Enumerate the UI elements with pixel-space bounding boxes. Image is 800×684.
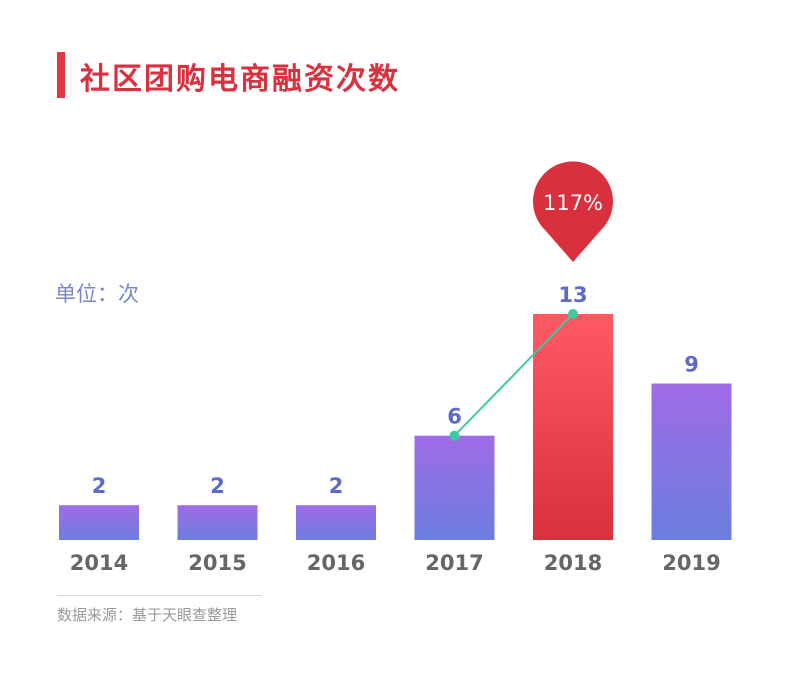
x-tick-label-2019: 2019: [662, 551, 720, 575]
title-accent-bar: [57, 52, 65, 98]
bar-2018: [533, 314, 613, 540]
value-label-2019: 9: [684, 353, 699, 377]
source-divider: [57, 595, 262, 596]
bar-2019: [651, 383, 732, 540]
value-label-2016: 2: [329, 474, 344, 498]
chart-title: 社区团购电商融资次数: [80, 62, 400, 97]
value-label-2017: 6: [447, 405, 462, 429]
value-label-2015: 2: [210, 474, 225, 498]
bar-2017: [414, 435, 495, 540]
bar-2016: [296, 505, 376, 540]
growth-annotation-label: 117%: [543, 191, 603, 215]
x-tick-label-2016: 2016: [307, 551, 365, 575]
growth-end-dot: [568, 309, 578, 319]
value-label-2014: 2: [92, 474, 107, 498]
source-text: 数据来源：基于天眼查整理: [57, 606, 238, 624]
bar-2015: [177, 505, 258, 540]
x-tick-label-2017: 2017: [425, 551, 483, 575]
x-tick-label-2014: 2014: [70, 551, 128, 575]
value-label-2018: 13: [558, 283, 587, 307]
x-tick-label-2015: 2015: [188, 551, 246, 575]
growth-line: [453, 313, 574, 437]
unit-label: 单位：次: [55, 282, 139, 306]
growth-start-dot: [449, 430, 460, 441]
growth-pin-icon: [533, 161, 613, 262]
bar-2014: [59, 505, 139, 540]
x-tick-label-2018: 2018: [544, 551, 602, 575]
